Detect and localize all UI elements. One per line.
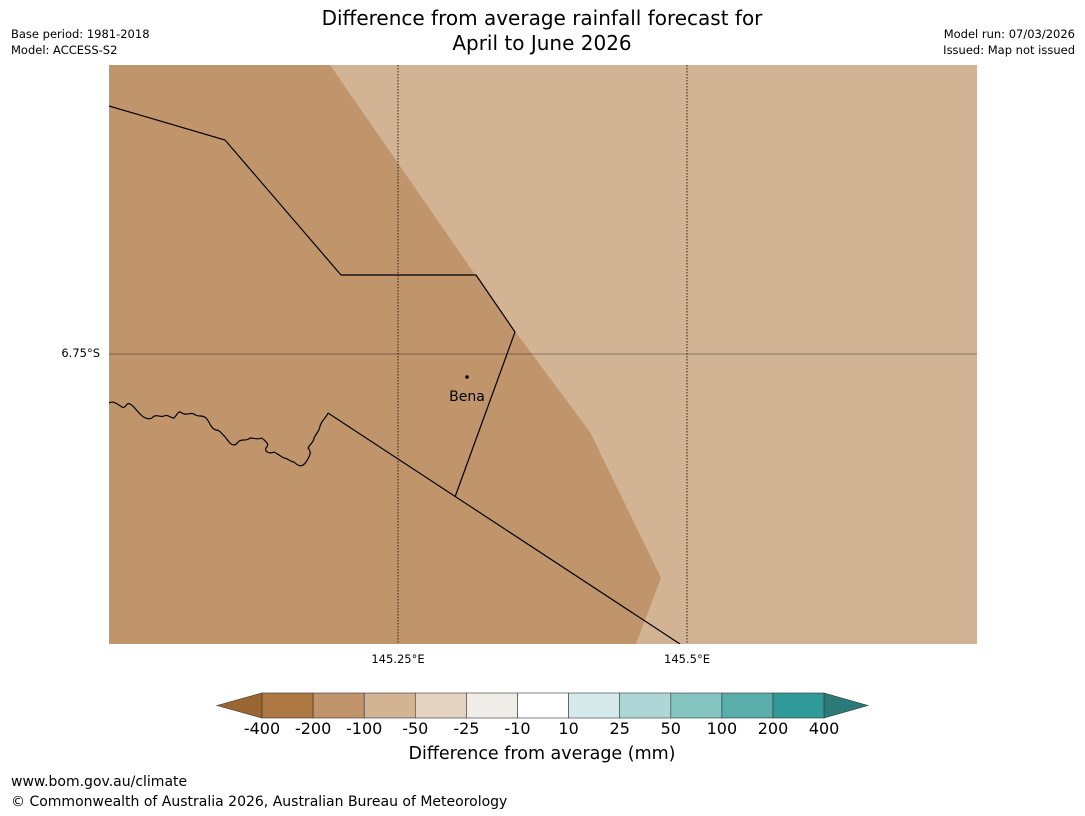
colorbar [215,692,870,719]
bena-marker-icon [465,375,469,379]
colorbar-segment [772,692,825,719]
map-title-line1: Difference from average rainfall forecas… [321,6,763,30]
colorbar-segment [466,692,518,719]
meta-right: Model run: 07/03/2026 Issued: Map not is… [943,26,1075,58]
footer-copyright: © Commonwealth of Australia 2026, Austra… [11,794,508,810]
colorbar-segment [414,692,467,719]
colorbar-segment [721,692,774,719]
map-title-line2: April to June 2026 [452,31,632,55]
coastline [109,401,329,467]
model-run-text: Model run: 07/03/2026 [943,27,1075,41]
colorbar-tick-label: -25 [453,719,480,738]
colorbar-segment [312,692,365,719]
province-border-north [109,105,516,498]
lon-label-145-5: 145.5°E [664,652,710,666]
colorbar-tick-label: -10 [504,719,531,738]
colorbar-tick-label: 200 [757,719,789,738]
colorbar-extend-high [823,692,870,719]
footer-url[interactable]: www.bom.gov.au/climate [11,774,188,790]
colorbar-tick-label: -50 [402,719,429,738]
colorbar-segment [568,692,620,719]
base-period-text: Base period: 1981-2018 [11,27,150,41]
province-border-south [327,412,681,644]
colorbar-tick-label: 400 [808,719,840,738]
map-dark-region [109,65,661,644]
colorbar-extend-low [215,692,263,719]
colorbar-tick-label: 50 [660,719,681,738]
colorbar-segment [619,692,672,719]
colorbar-tick-label: -400 [243,719,281,738]
colorbar-segment [363,692,416,719]
place-label-bena: Bena [449,389,485,405]
colorbar-tick-label: 10 [558,719,579,738]
map-title: Difference from average rainfall forecas… [192,6,892,56]
lat-label: 6.75°S [61,346,100,360]
colorbar-tick-label: -100 [346,719,383,738]
colorbar-tick-label: 100 [706,719,738,738]
issued-text: Issued: Map not issued [943,43,1075,57]
colorbar-tick-label: 25 [609,719,630,738]
colorbar-segment [670,692,723,719]
meta-left: Base period: 1981-2018 Model: ACCESS-S2 [11,26,150,58]
rainfall-map: Bena [109,65,977,644]
model-text: Model: ACCESS-S2 [11,43,118,57]
colorbar-title: Difference from average (mm) [408,744,676,764]
lon-label-145-25: 145.25°E [371,652,425,666]
colorbar-segment [517,692,569,719]
colorbar-tick-label: -200 [294,719,332,738]
colorbar-segment [261,692,314,719]
